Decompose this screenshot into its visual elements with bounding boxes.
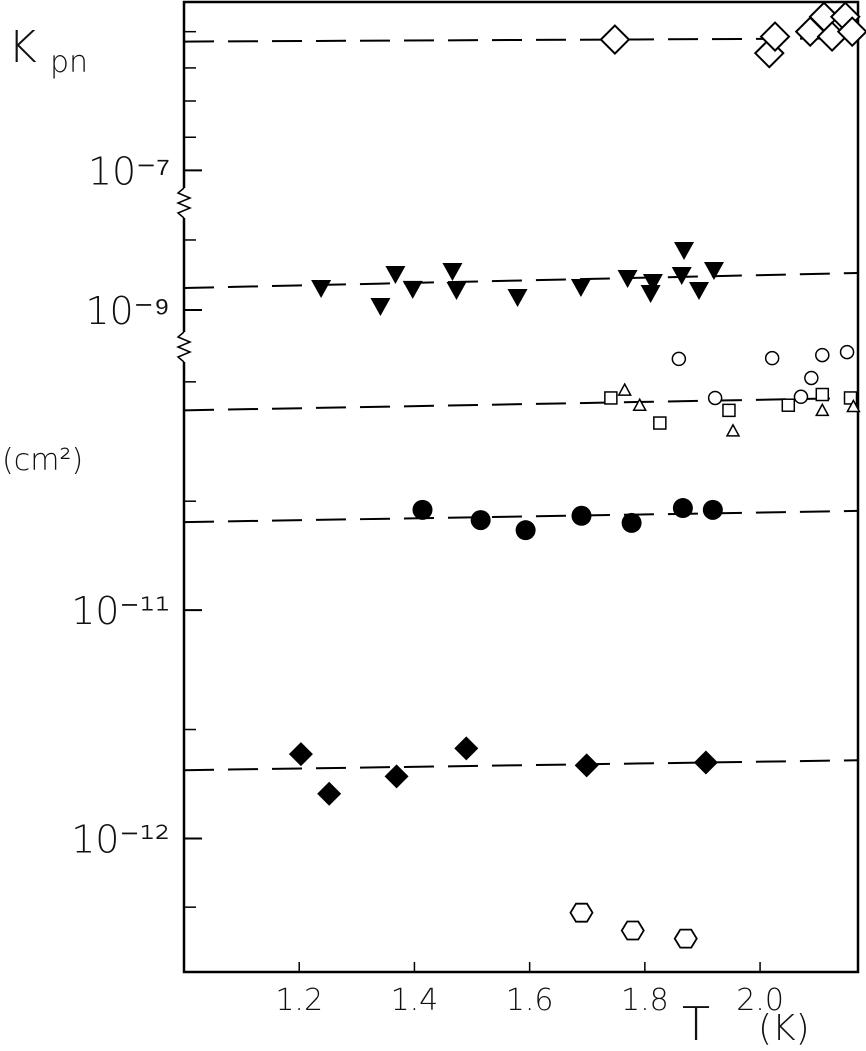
- x-tick-label: 1.6: [506, 983, 554, 1018]
- data-point: [515, 520, 536, 541]
- axis-break-gap: [178, 332, 190, 362]
- data-point: [653, 416, 667, 430]
- data-point: [632, 397, 647, 411]
- data-point: [402, 280, 423, 299]
- axis-break: [176, 331, 192, 363]
- fit-line: [183, 396, 859, 412]
- data-point: [839, 344, 855, 360]
- data-point: [617, 270, 638, 289]
- data-point: [836, 16, 866, 48]
- y-tick-label: 10⁻¹¹: [71, 589, 170, 633]
- data-point: [311, 280, 332, 299]
- data-point: [815, 347, 830, 363]
- axis-break: [176, 187, 192, 219]
- data-point: [617, 382, 632, 396]
- data-point: [804, 370, 819, 386]
- plot-frame: [182, 0, 860, 974]
- fit-line: [183, 759, 859, 772]
- data-point: [671, 267, 692, 285]
- data-point: [689, 281, 710, 300]
- data-point: [571, 505, 592, 526]
- data-point: [370, 297, 391, 316]
- data-point: [384, 764, 409, 789]
- data-point: [702, 499, 723, 520]
- data-point: [703, 261, 724, 280]
- data-point: [620, 920, 645, 941]
- data-point: [569, 902, 594, 923]
- data-point: [470, 510, 491, 531]
- data-point: [815, 402, 830, 417]
- data-point: [764, 350, 780, 366]
- data-point: [781, 398, 796, 412]
- data-point: [693, 750, 718, 775]
- data-point: [671, 351, 687, 367]
- data-point: [412, 499, 433, 520]
- data-point: [385, 265, 406, 284]
- data-point: [642, 274, 663, 293]
- data-point: [454, 736, 479, 761]
- y-tick-label: 10⁻⁹: [85, 289, 170, 333]
- y-axis-unit: (cm²): [2, 443, 83, 478]
- data-point: [446, 281, 467, 300]
- axis-break-gap: [178, 188, 190, 218]
- data-point: [442, 263, 463, 282]
- fit-line: [183, 37, 859, 43]
- data-point: [507, 289, 528, 308]
- data-point: [574, 753, 599, 778]
- y-tick-label: 10⁻¹²: [71, 817, 170, 861]
- y-tick-label: 10⁻⁷: [88, 149, 170, 193]
- x-axis-unit: (K): [758, 1008, 810, 1049]
- data-point: [640, 284, 661, 303]
- data-point: [759, 21, 791, 52]
- data-point: [621, 512, 642, 533]
- y-axis-label: K: [8, 22, 37, 73]
- x-tick-label: 2.0: [736, 983, 784, 1018]
- data-point: [707, 390, 723, 406]
- data-point: [599, 24, 631, 55]
- fit-line: [183, 509, 859, 524]
- data-point: [725, 423, 741, 437]
- data-point: [604, 391, 618, 405]
- x-tick-label: 1.4: [391, 983, 439, 1018]
- data-point: [815, 387, 830, 402]
- data-point: [570, 278, 591, 297]
- x-tick-label: 1.2: [275, 983, 323, 1018]
- fit-line: [183, 271, 859, 290]
- data-point: [288, 742, 313, 767]
- data-point: [674, 241, 695, 260]
- data-point: [673, 928, 698, 949]
- x-axis-label: T: [682, 997, 710, 1051]
- data-point: [317, 781, 342, 806]
- y-axis-label-subscript: pn: [50, 45, 88, 80]
- x-tick-label: 1.8: [621, 983, 669, 1018]
- data-point: [722, 403, 736, 418]
- data-point: [793, 389, 809, 405]
- data-point: [846, 398, 861, 413]
- data-point: [672, 498, 693, 519]
